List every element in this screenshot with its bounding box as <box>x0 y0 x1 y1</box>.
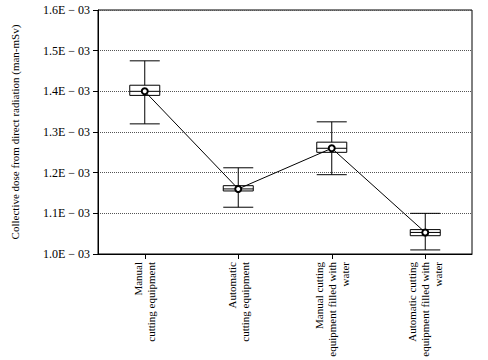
svg-text:cutting equipment: cutting equipment <box>239 262 251 342</box>
svg-text:1.5E − 03: 1.5E − 03 <box>43 44 90 58</box>
svg-text:1.4E − 03: 1.4E − 03 <box>43 84 90 98</box>
svg-text:cutting equipment: cutting equipment <box>145 262 157 342</box>
svg-text:water: water <box>339 262 351 287</box>
svg-text:Manual cutting: Manual cutting <box>313 262 325 329</box>
svg-text:1.0E − 03: 1.0E − 03 <box>43 247 90 261</box>
svg-text:Manual: Manual <box>132 262 144 296</box>
svg-text:Automatic: Automatic <box>226 262 238 309</box>
svg-text:1.1E − 03: 1.1E − 03 <box>43 206 90 220</box>
svg-text:1.2E − 03: 1.2E − 03 <box>43 166 90 180</box>
svg-text:equipment filled with: equipment filled with <box>419 262 431 357</box>
svg-text:equipment filled with: equipment filled with <box>326 262 338 357</box>
svg-text:Collective dose from direct ra: Collective dose from direct radiation (m… <box>9 24 22 239</box>
svg-text:Automatic cutting: Automatic cutting <box>406 262 418 342</box>
svg-text:1.3E − 03: 1.3E − 03 <box>43 125 90 139</box>
svg-text:water: water <box>432 262 444 287</box>
svg-text:1.6E − 03: 1.6E − 03 <box>43 3 90 17</box>
